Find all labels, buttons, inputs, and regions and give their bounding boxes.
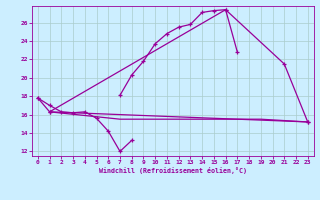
X-axis label: Windchill (Refroidissement éolien,°C): Windchill (Refroidissement éolien,°C) (99, 167, 247, 174)
